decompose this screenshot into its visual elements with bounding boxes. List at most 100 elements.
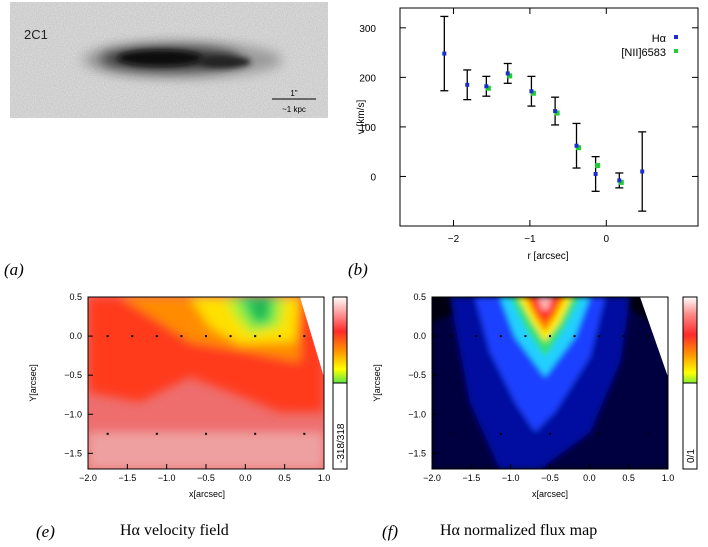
vf-ytick-label-4: −1.5 [64, 448, 82, 458]
nii-point-1 [507, 73, 513, 79]
fm-ytick-label-4: −1.5 [408, 448, 426, 458]
halpha-point-8 [617, 178, 622, 183]
flux-map-ylabel: Y[arcsec] [372, 364, 382, 402]
fm-fiber-dot [499, 432, 502, 435]
nii-point-5 [595, 163, 601, 169]
vf-fiber-dot [106, 335, 109, 338]
halpha-point-0 [442, 51, 447, 56]
fm-fiber-dot [475, 335, 478, 338]
velocity-field-image [88, 297, 324, 469]
flux-map-xlabel: x[arcsec] [532, 489, 568, 499]
fm-fiber-dot [647, 432, 650, 435]
fm-fiber-dot [598, 432, 601, 435]
panel-label-f: (f) [382, 522, 399, 541]
vf-fiber-dot [254, 432, 257, 435]
halpha-point-2 [484, 84, 489, 89]
fm-xtick-label-1: −1.5 [462, 473, 480, 483]
vf-fiber-dot [155, 335, 158, 338]
flux-map: −2.0 −1.5 −1.0 −0.5 0.0 0.5 1.0 0.5 0.0 −0.5 −1.0 −… [372, 292, 698, 499]
rotation-curve-ylabel: v [km/s] [356, 100, 367, 135]
fm-xtick-label-6: 1.0 [662, 473, 675, 483]
velocity-field-map: −2.0 −1.5 −1.0 −0.5 0.0 0.5 1.0 0.5 0.0 −0.5 −1.0 −… [28, 292, 348, 499]
vf-fiber-dot [229, 335, 232, 338]
velocity-field-xlabel: x[arcsec] [189, 489, 225, 499]
rotation-curve-legend: Hα [NII]6583 [621, 33, 678, 59]
fm-ytick-label-2: −0.5 [408, 370, 426, 380]
vf-fiber-dot [254, 335, 257, 338]
rc-ytick-label-0: 0 [370, 172, 376, 183]
panel-label-a: (a) [4, 260, 24, 279]
fm-fiber-dot [499, 335, 502, 338]
velocity-colorbar-label: -318/318 [336, 423, 347, 463]
galaxy-id-label: 2C1 [24, 27, 48, 42]
vf-fiber-dot [205, 335, 207, 338]
fm-fiber-dot [598, 335, 601, 338]
fm-fiber-dot [450, 432, 453, 435]
vf-fiber-dot [131, 335, 134, 338]
scalebar-top-label: 1" [290, 89, 297, 98]
vf-ytick-label-2: −0.5 [64, 370, 82, 380]
rc-ytick-label-3: 300 [359, 24, 376, 35]
rc-xtick-label-1: −1 [524, 234, 536, 245]
legend-label-nii: [NII]6583 [621, 47, 666, 59]
rc-ytick-label-1: 100 [359, 123, 376, 134]
fm-xtick-label-3: −0.5 [541, 473, 559, 483]
rotation-curve-chart: −2 −1 0 0 100 200 300 r [arcsec] v [km/s] Hα [… [356, 7, 699, 262]
fm-fiber-dot [573, 335, 576, 338]
vf-ytick-label-1: 0.0 [69, 331, 82, 341]
rc-xtick-label-0: −2 [448, 234, 460, 245]
vf-fiber-dot [205, 432, 207, 435]
rotation-curve-xlabel: r [arcsec] [527, 251, 568, 262]
vf-fiber-dot [303, 432, 306, 435]
vf-xtick-label-4: 0.0 [239, 473, 252, 483]
fm-xtick-label-0: −2.0 [423, 473, 441, 483]
caption-velocity-field: Hα velocity field [120, 522, 229, 539]
vf-xtick-label-6: 1.0 [318, 473, 331, 483]
vf-xtick-label-3: −0.5 [197, 473, 215, 483]
fm-fiber-dot [622, 335, 625, 338]
fm-xtick-label-5: 0.5 [622, 473, 635, 483]
fm-ytick-label-3: −1.0 [408, 409, 426, 419]
vf-xtick-label-2: −1.0 [158, 473, 176, 483]
fm-fiber-dot [450, 335, 453, 338]
panel-label-e: (e) [36, 522, 55, 541]
halpha-point-1 [465, 82, 470, 87]
flux-colorbar-label-box [682, 382, 698, 470]
flux-colorbar-label: 0/1 [686, 449, 697, 463]
velocity-colorbar-label-box [332, 382, 348, 470]
galaxy-image-panel: 2C1 1" ~1 kpc [10, 2, 328, 118]
vf-xtick-label-1: −1.5 [118, 473, 136, 483]
legend-label-halpha: Hα [652, 33, 667, 45]
halpha-point-6 [574, 143, 579, 148]
flux-map-image [432, 297, 668, 469]
rotation-curve-frame [399, 7, 699, 227]
halpha-point-7 [593, 171, 598, 176]
halpha-point-5 [553, 109, 558, 114]
fm-fiber-dot [647, 335, 650, 338]
fm-fiber-dot [549, 432, 551, 435]
fm-fiber-dot [524, 335, 527, 338]
vf-fiber-dot [303, 335, 306, 338]
rc-ytick-label-2: 200 [359, 73, 376, 84]
legend-marker-halpha [674, 35, 678, 39]
vf-ytick-label-3: −1.0 [64, 409, 82, 419]
fm-xtick-label-2: −1.0 [502, 473, 520, 483]
rc-xtick-label-2: 0 [604, 234, 610, 245]
panel-label-b: (b) [348, 260, 368, 279]
vf-xtick-label-0: −2.0 [79, 473, 97, 483]
halpha-point-3 [505, 71, 510, 76]
caption-flux-map: Hα normalized flux map [440, 522, 598, 539]
vf-fiber-dot [155, 432, 158, 435]
galaxy-image: 2C1 1" ~1 kpc [10, 2, 328, 118]
fm-fiber-dot [549, 335, 551, 338]
vf-fiber-dot [106, 432, 109, 435]
vf-xtick-label-5: 0.5 [278, 473, 291, 483]
vf-fiber-dot [180, 335, 183, 338]
fm-xtick-label-4: 0.0 [583, 473, 596, 483]
velocity-field-ylabel: Y[arcsec] [28, 364, 38, 402]
scalebar-bottom-label: ~1 kpc [282, 105, 306, 114]
halpha-point-9 [640, 169, 645, 174]
halpha-point-4 [529, 89, 534, 94]
legend-marker-nii [674, 49, 678, 53]
nii-point-2 [530, 90, 536, 96]
